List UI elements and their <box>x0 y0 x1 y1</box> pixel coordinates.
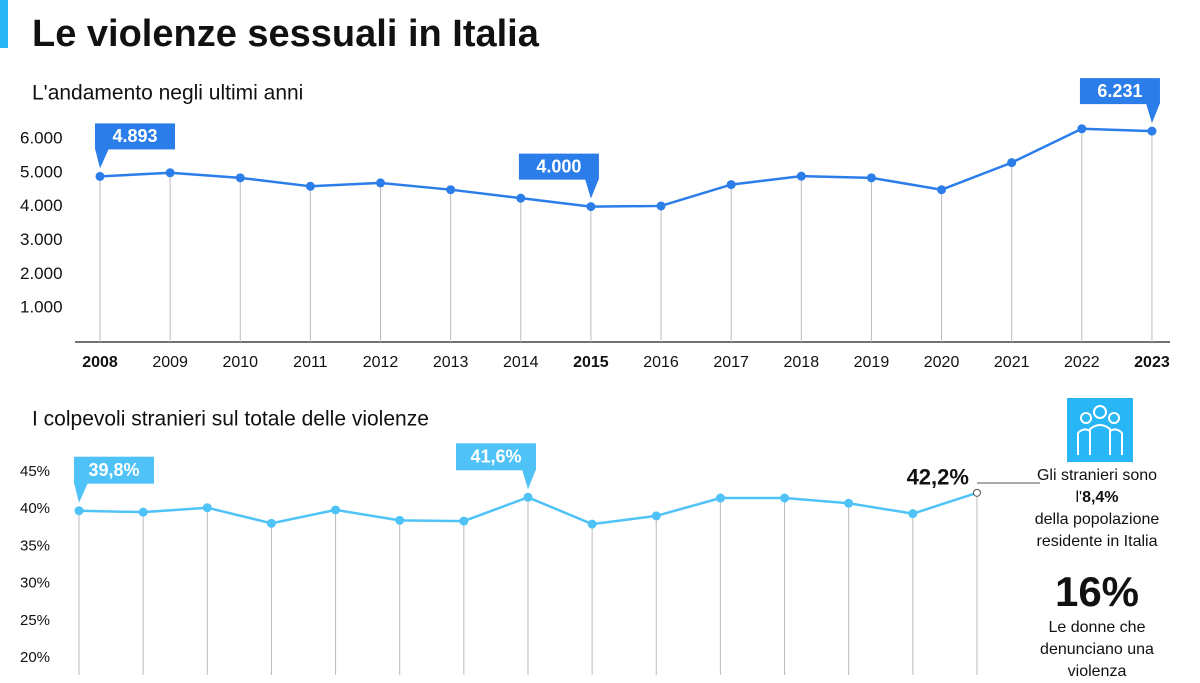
y-tick-label: 1.000 <box>20 298 63 317</box>
label-pointer <box>584 178 599 199</box>
y-tick-label: 4.000 <box>20 196 63 215</box>
caption: Le donne che denunciano una violenza <box>1040 619 1154 680</box>
x-tick-label: 2022 <box>1064 354 1100 371</box>
x-tick-label: 2023 <box>1134 354 1170 371</box>
y-tick-label: 30% <box>20 575 50 592</box>
label-box <box>95 123 175 150</box>
text: Gli stranieri sono l' <box>1036 467 1158 506</box>
y-tick-label: 3.000 <box>20 230 63 249</box>
x-tick-label: 2020 <box>924 354 960 371</box>
data-point <box>1077 124 1087 134</box>
label-pointer <box>1145 103 1160 124</box>
accent-bar <box>0 0 8 48</box>
data-point <box>138 507 148 517</box>
x-tick-label: 2018 <box>784 354 820 371</box>
text: 8,4% <box>1082 489 1119 506</box>
text: della popolazione residente in Italia <box>1034 511 1160 550</box>
x-tick-label: 2012 <box>363 354 399 371</box>
data-label: 39,8% <box>88 460 139 480</box>
label-box <box>518 153 599 180</box>
label-pointer <box>95 148 109 169</box>
y-tick-label: 25% <box>20 612 50 629</box>
x-tick-label: 2009 <box>152 354 188 371</box>
big-number: 16% <box>1054 568 1140 615</box>
data-point <box>908 509 918 519</box>
data-point <box>866 173 876 183</box>
data-point <box>165 168 175 178</box>
data-point <box>235 173 245 183</box>
label-box <box>1079 78 1160 105</box>
y-tick-label: 5.000 <box>20 162 63 181</box>
data-point <box>95 171 105 181</box>
chart-title: L'andamento negli ultimi anni <box>32 82 303 105</box>
y-tick-label: 2.000 <box>20 264 63 283</box>
data-point <box>1007 158 1017 168</box>
label-pointer <box>74 482 88 503</box>
x-tick-label: 2010 <box>222 354 258 371</box>
data-point <box>586 202 596 212</box>
data-point <box>74 506 84 516</box>
x-tick-label: 2013 <box>433 354 469 371</box>
data-point <box>796 171 806 181</box>
x-tick-label: 2014 <box>503 354 539 371</box>
side-note: Gli stranieri sono l'8,4% della popolazio… <box>1017 465 1177 683</box>
data-point <box>1147 126 1157 136</box>
data-point <box>266 518 276 528</box>
data-point <box>523 492 533 502</box>
chart-title: I colpevoli stranieri sul totale delle v… <box>32 408 429 431</box>
main-title: Le violenze sessuali in Italia <box>32 13 540 55</box>
data-point <box>587 519 597 529</box>
data-point <box>516 193 526 203</box>
x-tick-label: 2011 <box>293 354 328 371</box>
data-point <box>305 181 315 191</box>
data-label: 6.231 <box>1097 81 1142 101</box>
label-box <box>74 456 154 484</box>
data-point <box>726 180 736 190</box>
x-tick-label: 2019 <box>854 354 890 371</box>
data-point <box>376 178 386 188</box>
data-point <box>446 185 456 195</box>
data-point <box>331 505 341 515</box>
data-point <box>459 516 469 526</box>
label-pointer <box>521 469 536 490</box>
y-tick-label: 6.000 <box>20 128 63 147</box>
side-text: Gli stranieri sono l'8,4% della popolazio… <box>1017 465 1177 553</box>
x-tick-label: 2008 <box>82 354 118 371</box>
y-tick-label: 35% <box>20 537 50 554</box>
data-label: 4.000 <box>536 156 581 176</box>
x-tick-label: 2016 <box>643 354 679 371</box>
x-tick-label: 2015 <box>573 354 609 371</box>
x-tick-label: 2021 <box>994 354 1030 371</box>
y-tick-label: 40% <box>20 500 50 517</box>
data-point <box>651 511 661 521</box>
label-box <box>455 443 536 471</box>
data-label: 42,2% <box>907 465 969 490</box>
data-label: 41,6% <box>470 447 521 467</box>
data-point <box>780 493 790 503</box>
icon <box>1067 398 1133 462</box>
data-point <box>202 503 212 513</box>
data-label: 4.893 <box>112 126 157 146</box>
data-point <box>937 185 947 195</box>
data-point <box>972 488 981 497</box>
data-line <box>99 127 1152 208</box>
data-point <box>715 493 725 503</box>
data-point <box>656 201 666 211</box>
x-tick-label: 2017 <box>713 354 749 371</box>
data-point <box>395 515 405 525</box>
y-tick-label: 45% <box>20 463 50 480</box>
y-tick-label: 20% <box>20 649 50 666</box>
data-point <box>844 498 854 508</box>
